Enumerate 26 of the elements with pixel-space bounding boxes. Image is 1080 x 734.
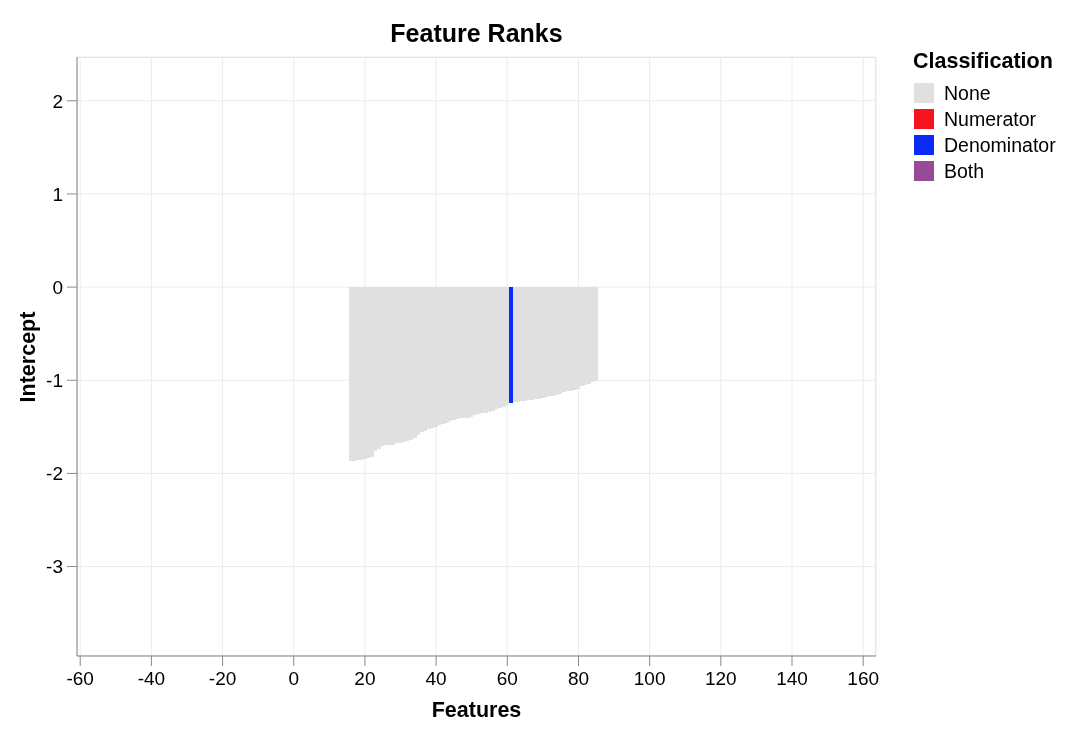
y-tick-label: -1 (46, 370, 63, 391)
x-tick-label: -60 (66, 668, 94, 690)
y-tick-label: 0 (52, 276, 63, 298)
x-tick-label: 160 (847, 668, 880, 690)
x-tick-label: 60 (496, 668, 518, 690)
x-tick-label: 40 (425, 668, 447, 690)
y-tick-label: 2 (52, 90, 63, 112)
legend-title: Classification (913, 48, 1054, 74)
legend-label: Both (944, 159, 985, 183)
legend-label: Numerator (944, 107, 1037, 131)
legend-label: Denominator (944, 133, 1056, 157)
x-axis-title: Features (430, 697, 523, 723)
x-tick-label: -20 (208, 668, 237, 690)
x-tick-label: 20 (354, 668, 376, 690)
y-tick-label: -2 (46, 463, 63, 485)
y-axis-title: Intercept (15, 311, 41, 402)
y-tick-label: -3 (46, 556, 63, 578)
x-tick-label: 100 (633, 668, 666, 690)
x-tick-label: 140 (776, 668, 808, 690)
legend-label: None (944, 81, 991, 105)
x-tick-label: 120 (704, 668, 737, 690)
y-tick-label: 1 (52, 183, 63, 205)
chart-title: Feature Ranks (389, 18, 564, 48)
x-tick-label: 0 (288, 668, 300, 690)
x-tick-label: 80 (567, 668, 590, 690)
x-tick-label: -40 (137, 668, 166, 690)
